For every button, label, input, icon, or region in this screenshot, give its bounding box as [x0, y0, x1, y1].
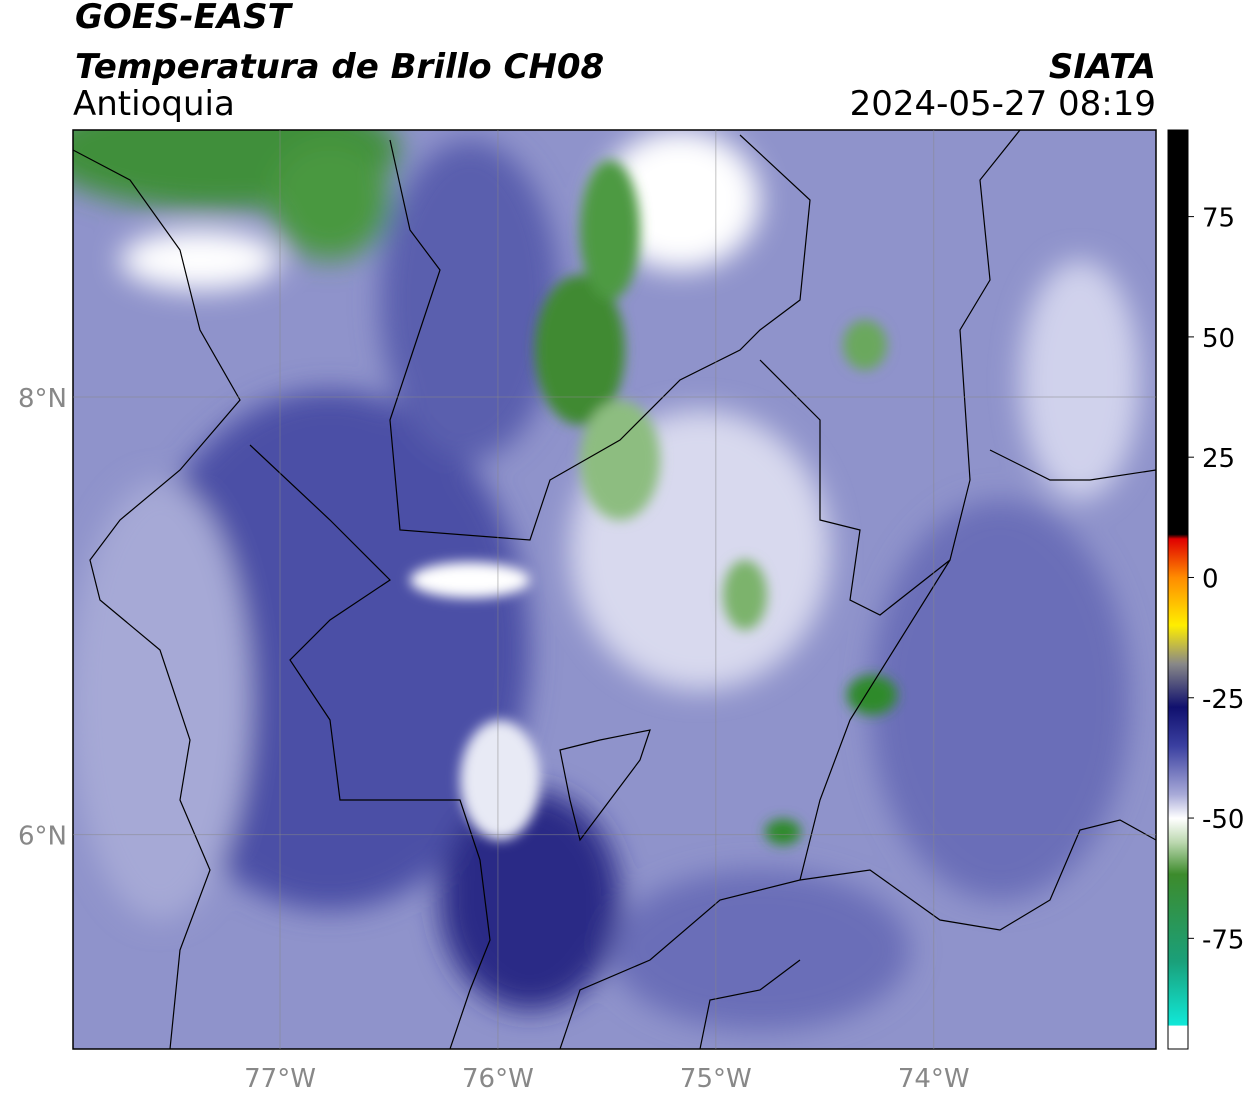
- satellite-image: [73, 130, 1156, 1049]
- y-tick-label: 6°N: [18, 822, 67, 852]
- x-tick-label: 77°W: [244, 1064, 316, 1094]
- datetime: 2024-05-27 08:19: [850, 84, 1156, 124]
- region: Antioquia: [73, 84, 235, 124]
- title: GOES-EAST: [75, 0, 294, 37]
- colorbar-tick-label: 0: [1202, 564, 1219, 594]
- source: SIATA: [1049, 47, 1156, 87]
- x-tick-label: 76°W: [462, 1064, 534, 1094]
- x-tick-label: 74°W: [898, 1064, 970, 1094]
- colorbar-tick-label: 75: [1202, 204, 1235, 234]
- y-tick-label: 8°N: [18, 384, 67, 414]
- colorbar-tick-label: 50: [1202, 324, 1235, 354]
- colorbar-tick-label: 25: [1202, 444, 1235, 474]
- colorbar-tick-label: -50: [1202, 805, 1244, 835]
- colorbar-tick-label: -25: [1202, 685, 1244, 715]
- colorbar: [1167, 129, 1189, 1050]
- x-tick-label: 75°W: [680, 1064, 752, 1094]
- colorbar-tick-label: -75: [1202, 925, 1244, 955]
- map-frame: [72, 129, 1157, 1050]
- subtitle: Temperatura de Brillo CH08: [75, 47, 604, 87]
